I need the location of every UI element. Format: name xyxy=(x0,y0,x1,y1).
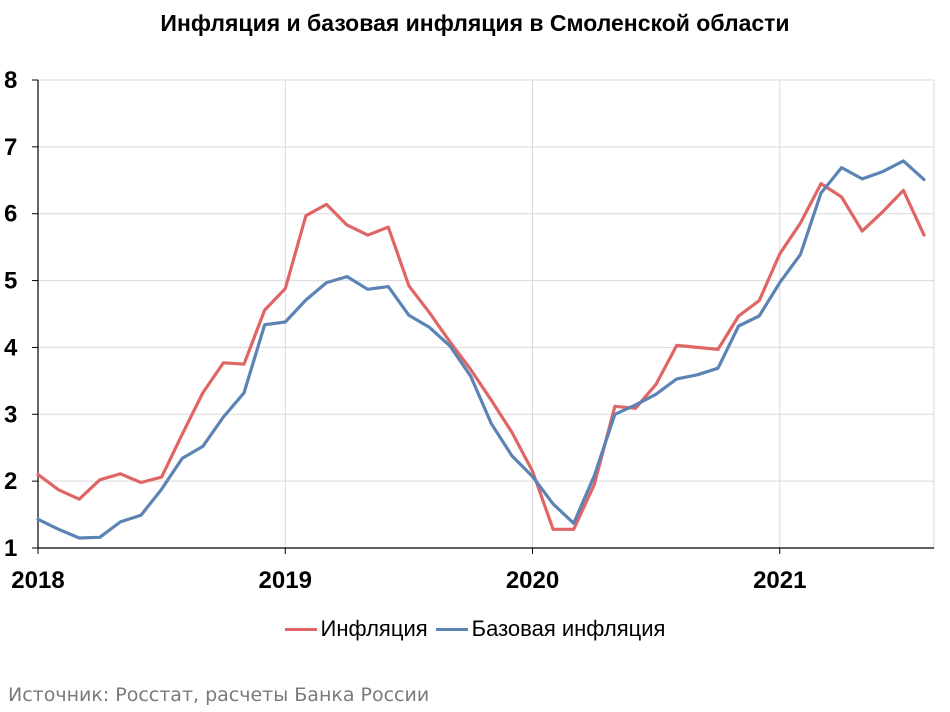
legend-label-inflation: Инфляция xyxy=(320,616,428,641)
y-tick-label-3: 3 xyxy=(4,401,17,428)
y-tick-label-5: 5 xyxy=(4,268,17,295)
y-tick-label-1: 1 xyxy=(4,535,17,562)
series-line-inflation xyxy=(36,182,926,531)
y-tick-label-4: 4 xyxy=(4,334,18,361)
source-note: Источник: Росстат, расчеты Банка России xyxy=(8,684,430,706)
tick-labels: 1 2 3 4 5 6 7 8 2018 2019 2020 2021 xyxy=(4,67,806,594)
legend-item-core-inflation[interactable]: Базовая инфляция xyxy=(435,616,666,642)
legend: Инфляция Базовая инфляция xyxy=(0,616,950,642)
legend-item-inflation[interactable]: Инфляция xyxy=(284,616,428,642)
axes xyxy=(32,79,934,554)
x-tick-label-2021: 2021 xyxy=(753,567,806,594)
x-tick-label-2019: 2019 xyxy=(259,567,312,594)
legend-swatch-core-inflation xyxy=(435,627,468,631)
x-tick-label-2020: 2020 xyxy=(506,567,559,594)
y-tick-label-8: 8 xyxy=(4,67,17,94)
grid-lines xyxy=(38,79,935,548)
chart-title: Инфляция и базовая инфляция в Смоленской… xyxy=(160,10,790,36)
y-tick-label-6: 6 xyxy=(4,201,17,228)
series-line-core-inflation xyxy=(36,159,926,540)
legend-swatch-inflation xyxy=(284,627,317,631)
x-tick-label-2018: 2018 xyxy=(11,567,64,594)
y-tick-label-7: 7 xyxy=(4,134,17,161)
legend-label-core-inflation: Базовая инфляция xyxy=(471,616,666,641)
y-tick-label-2: 2 xyxy=(4,468,17,495)
series-lines xyxy=(36,159,926,540)
